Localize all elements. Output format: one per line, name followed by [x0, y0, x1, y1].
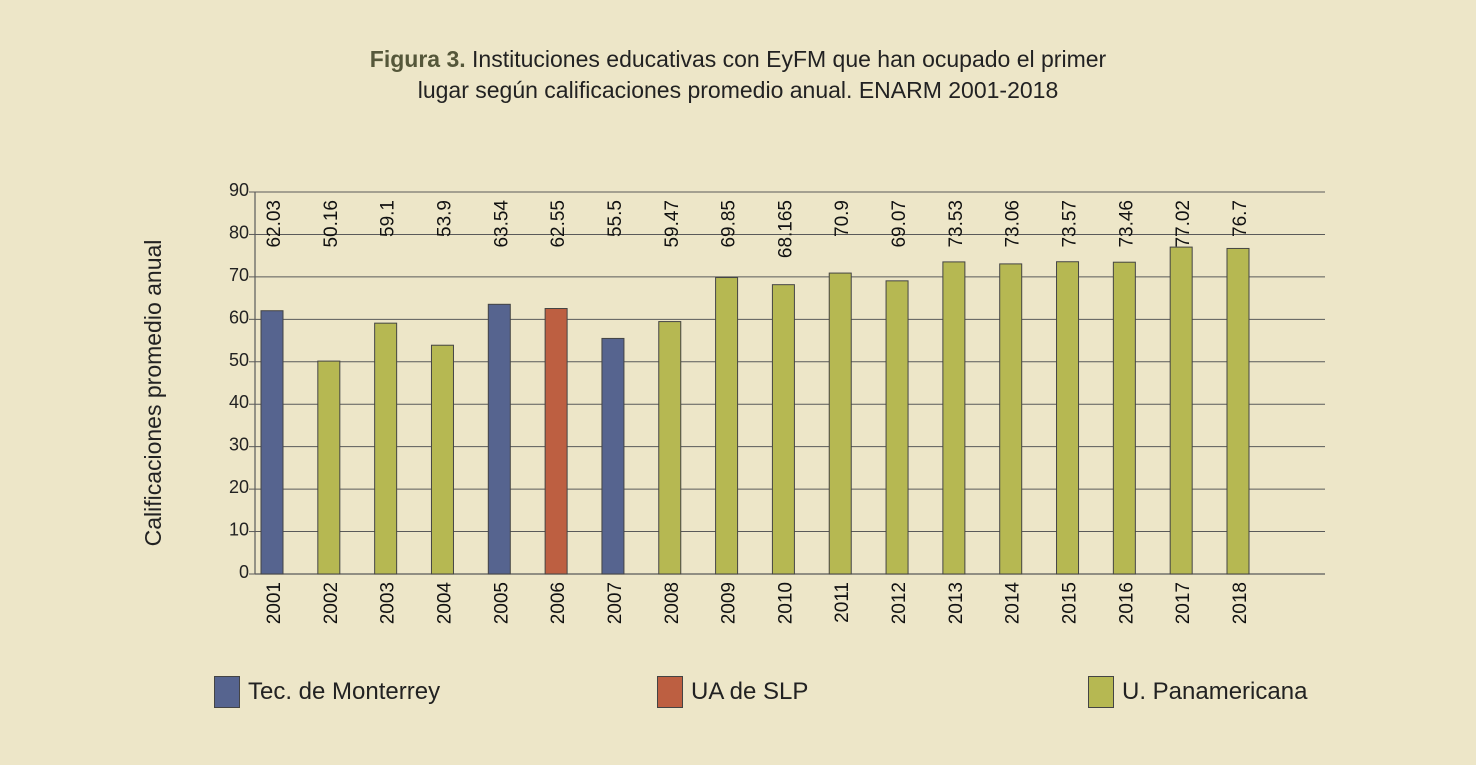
- data-label: 55.5: [605, 200, 626, 237]
- x-tick-label: 2003: [378, 582, 399, 624]
- y-tick-label: 10: [229, 520, 249, 540]
- bar: [658, 321, 682, 575]
- bar: [1056, 261, 1080, 575]
- y-tick-label: 50: [229, 350, 249, 370]
- y-tick-label: 90: [229, 180, 249, 200]
- data-label: 76.7: [1230, 200, 1251, 237]
- data-label: 69.07: [889, 200, 910, 248]
- data-label: 73.57: [1060, 200, 1081, 248]
- title-line-2: lugar según calificaciones promedio anua…: [417, 77, 1059, 103]
- bar: [374, 322, 398, 575]
- data-label: 59.47: [662, 200, 683, 248]
- y-tick-label: 70: [229, 265, 249, 285]
- x-tick-label: 2014: [1003, 582, 1024, 625]
- data-label: 53.9: [434, 200, 455, 237]
- legend-swatch: [657, 676, 683, 708]
- data-label: 73.06: [1003, 200, 1024, 248]
- x-tick-label: 2017: [1173, 582, 1194, 624]
- data-label: 50.16: [321, 200, 342, 248]
- x-tick-label: 2010: [775, 582, 796, 624]
- legend-label: UA de SLP: [691, 678, 809, 705]
- legend-swatch: [1088, 676, 1114, 708]
- bar: [1169, 246, 1193, 575]
- x-tick-label: 2013: [946, 582, 967, 624]
- x-tick-label: 2007: [605, 582, 626, 624]
- y-tick-label: 80: [229, 222, 249, 242]
- x-tick-label: 2011: [832, 582, 853, 623]
- data-label: 63.54: [491, 200, 512, 248]
- bar: [999, 263, 1023, 575]
- bar: [430, 344, 454, 575]
- y-axis-label: Calificaciones promedio anual: [140, 240, 166, 547]
- x-tick-label: 2008: [662, 582, 683, 624]
- legend-label: U. Panamericana: [1122, 678, 1308, 705]
- title-bold: Figura 3.: [369, 46, 466, 72]
- x-tick-label: 2002: [321, 582, 342, 624]
- x-tick-label: 2001: [264, 582, 285, 624]
- bar: [828, 272, 852, 575]
- data-label: 73.46: [1116, 200, 1137, 248]
- x-tick-label: 2009: [719, 582, 740, 624]
- bar: [771, 284, 795, 575]
- data-label: 70.9: [832, 200, 853, 237]
- x-tick-label: 2015: [1060, 582, 1081, 624]
- bar: [1226, 247, 1250, 575]
- bar: [544, 308, 568, 575]
- bar: [942, 261, 966, 575]
- legend-swatch: [214, 676, 240, 708]
- bar: [715, 277, 739, 575]
- data-label: 73.53: [946, 200, 967, 248]
- bar: [885, 280, 909, 575]
- x-tick-label: 2005: [491, 582, 512, 624]
- x-tick-label: 2018: [1230, 582, 1251, 624]
- y-tick-label: 0: [239, 562, 249, 582]
- data-label: 77.02: [1173, 200, 1194, 248]
- legend-item-up: U. Panamericana: [1088, 676, 1307, 708]
- legend-item-uaslp: UA de SLP: [657, 676, 808, 708]
- bar: [601, 337, 625, 575]
- data-label: 62.55: [548, 200, 569, 248]
- title-line-1: Instituciones educativas con EyFM que ha…: [472, 46, 1107, 72]
- legend-item-tec: Tec. de Monterrey: [214, 676, 440, 708]
- legend-label: Tec. de Monterrey: [248, 678, 441, 705]
- bar: [487, 303, 511, 575]
- x-tick-label: 2006: [548, 582, 569, 624]
- data-label: 59.1: [378, 200, 399, 237]
- x-tick-label: 2004: [434, 582, 455, 625]
- bar: [260, 310, 284, 575]
- y-tick-label: 40: [229, 392, 249, 412]
- x-tick-label: 2012: [889, 582, 910, 624]
- bar: [317, 360, 341, 575]
- x-tick-label: 2016: [1116, 582, 1137, 624]
- bar: [1112, 261, 1136, 575]
- data-label: 68.165: [775, 200, 796, 258]
- y-tick-label: 20: [229, 477, 249, 497]
- data-label: 62.03: [264, 200, 285, 248]
- y-tick-label: 60: [229, 307, 249, 327]
- y-tick-label: 30: [229, 435, 249, 455]
- chart-title: Figura 3. Instituciones educativas con E…: [0, 44, 1476, 106]
- data-label: 69.85: [719, 200, 740, 248]
